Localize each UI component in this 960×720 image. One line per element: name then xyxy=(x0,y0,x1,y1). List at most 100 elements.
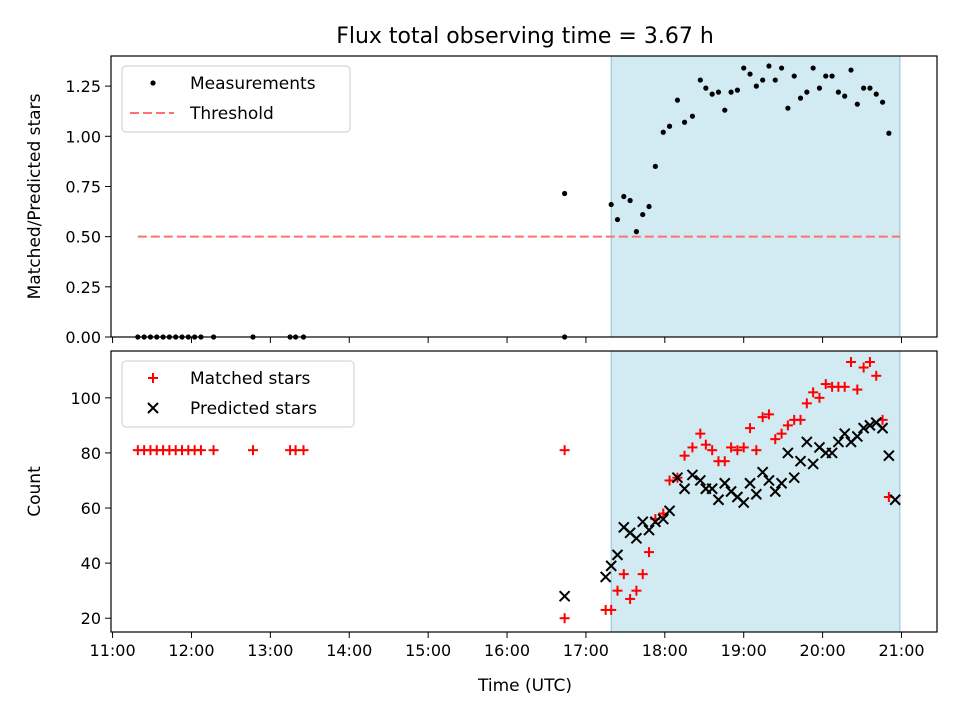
legend-label: Predicted stars xyxy=(190,399,317,419)
measurement-point xyxy=(797,95,804,101)
measurement-point xyxy=(689,113,696,119)
measurement-point xyxy=(728,89,734,95)
matched-stars-point xyxy=(248,445,259,456)
matched-stars-point xyxy=(559,613,570,624)
ratio-panel: 0.00 0.25 0.50 0.75 1.00 1.25 Matched/Predicte… xyxy=(25,55,938,347)
legend-label: Measurements xyxy=(190,74,316,94)
measurement-point xyxy=(823,73,829,79)
y-tick-label: 1.25 xyxy=(65,77,101,96)
axes-frame xyxy=(110,55,938,338)
matched-stars-point xyxy=(644,547,655,558)
predicted-stars-point xyxy=(788,472,800,484)
measurement-point xyxy=(722,107,728,113)
matched-stars-point xyxy=(631,585,642,596)
x-tick-label: 16:00 xyxy=(484,641,530,660)
observing-window-shading xyxy=(611,351,900,632)
measurement-point xyxy=(785,105,791,111)
predicted-stars-point xyxy=(889,494,901,506)
measurement-point xyxy=(810,65,816,71)
measurement-point xyxy=(660,129,666,135)
measurement-point xyxy=(835,89,841,95)
legend-marker-predicted-stars xyxy=(147,402,159,414)
y-tick-label: 1.00 xyxy=(65,127,101,146)
measurement-point xyxy=(608,201,614,208)
measurement-point xyxy=(703,85,709,91)
measurement-point xyxy=(734,87,741,93)
legend-marker-measurements xyxy=(150,80,156,86)
predicted-stars-point xyxy=(678,483,691,495)
matched-stars-point xyxy=(864,357,875,368)
matched-stars-point xyxy=(846,357,857,368)
predicted-stars-point xyxy=(643,524,655,536)
x-tick-label: 14:00 xyxy=(326,641,372,660)
measurement-point xyxy=(627,197,633,204)
predicted-stars-point xyxy=(750,488,763,500)
measurement-point xyxy=(816,85,823,91)
matched-stars-point xyxy=(852,384,863,395)
matched-stars-point xyxy=(637,569,648,580)
legend-label: Threshold xyxy=(189,104,274,124)
y-tick-label: 0.50 xyxy=(65,228,101,247)
matched-stars-point xyxy=(612,585,623,596)
predicted-stars-point xyxy=(744,477,756,489)
matched-stars-point xyxy=(801,398,812,409)
measurement-point xyxy=(621,193,627,200)
matched-stars-point xyxy=(664,475,675,486)
measurement-point xyxy=(861,85,867,91)
predicted-stars-point xyxy=(857,422,870,434)
y-axis-label: Matched/Predicted stars xyxy=(25,93,45,299)
matched-stars-point xyxy=(726,442,737,453)
y-tick-label: 80 xyxy=(81,444,101,463)
predicted-stars-point xyxy=(876,422,889,434)
matched-stars-point xyxy=(814,392,825,403)
measurement-point xyxy=(640,211,646,218)
predicted-stars-point xyxy=(611,549,624,561)
x-tick-label: 12:00 xyxy=(168,641,214,660)
legend-marker-matched-stars xyxy=(148,373,158,383)
measurement-point xyxy=(697,77,703,83)
measurement-point xyxy=(633,229,640,235)
predicted-stars-point xyxy=(719,477,731,489)
x-tick-label: 21:00 xyxy=(878,641,924,660)
y-tick-label: 20 xyxy=(81,609,101,628)
matched-stars-point xyxy=(776,428,787,439)
matched-stars-point xyxy=(618,569,629,580)
matched-stars-point xyxy=(757,412,768,423)
predicted-stars-point xyxy=(883,449,895,462)
predicted-stars-point xyxy=(671,472,684,484)
predicted-stars-point xyxy=(630,532,643,545)
predicted-stars-point xyxy=(782,447,794,459)
measurement-point xyxy=(842,93,848,99)
predicted-stars-point xyxy=(663,505,676,517)
matched-stars-point xyxy=(770,434,781,445)
measurement-point xyxy=(753,83,759,89)
matched-stars-point xyxy=(808,387,819,398)
matched-stars-point xyxy=(195,445,206,456)
measurement-point xyxy=(886,130,892,136)
measurement-point xyxy=(562,190,568,197)
predicted-stars-point xyxy=(801,436,813,448)
x-axis-label: Time (UTC) xyxy=(477,676,572,696)
predicted-stars-point xyxy=(775,477,788,489)
measurement-point xyxy=(829,73,835,79)
y-tick-label: 40 xyxy=(81,554,101,573)
matched-stars-point xyxy=(559,445,570,456)
predicted-stars-point xyxy=(706,483,718,495)
matched-stars-point xyxy=(625,593,636,604)
measurement-point xyxy=(772,77,778,83)
predicted-stars-point xyxy=(599,571,612,583)
measurement-point xyxy=(741,65,747,71)
y-tick-label: 0.00 xyxy=(65,328,101,347)
predicted-stars-point xyxy=(657,513,669,525)
measurement-point xyxy=(879,99,886,105)
measurement-point xyxy=(760,77,766,83)
matched-stars-point xyxy=(208,445,219,456)
matched-stars-point xyxy=(298,445,309,456)
measurement-point xyxy=(681,119,688,125)
matched-stars-point xyxy=(782,420,793,431)
predicted-stars-point xyxy=(807,458,819,470)
predicted-stars-point xyxy=(558,590,571,602)
matched-stars-point xyxy=(795,414,806,425)
measurement-point xyxy=(614,216,621,223)
